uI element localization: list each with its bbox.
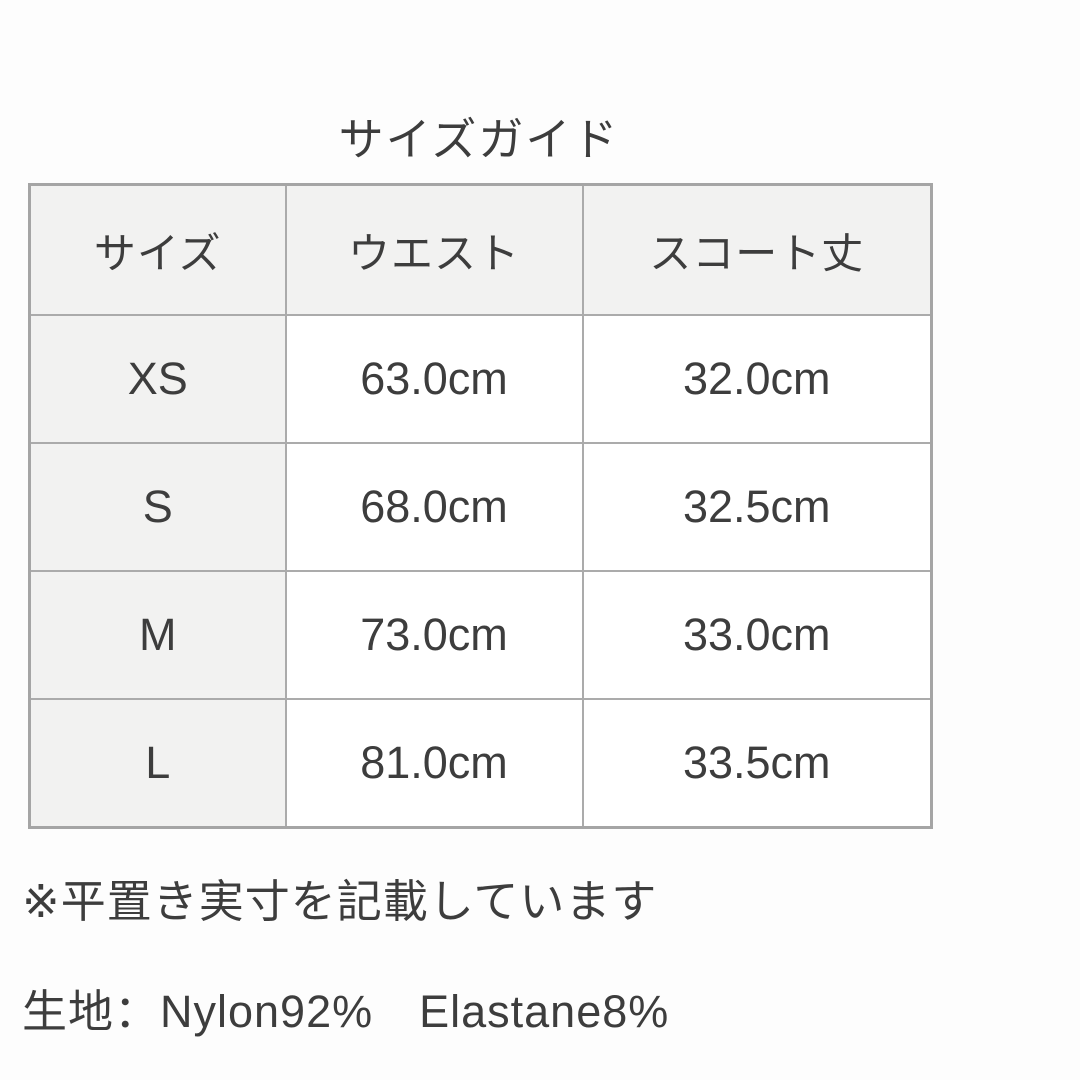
skort-length-value: 33.0cm <box>581 570 933 700</box>
table-row: S 68.0cm 32.5cm <box>28 442 933 572</box>
waist-value: 81.0cm <box>284 698 584 829</box>
size-guide-table: サイズ ウエスト スコート丈 XS 63.0cm 32.0cm S 68.0cm… <box>28 183 933 829</box>
waist-value: 63.0cm <box>284 314 584 444</box>
table-row: XS 63.0cm 32.0cm <box>28 314 933 444</box>
skort-length-value: 32.0cm <box>581 314 933 444</box>
skort-length-value: 32.5cm <box>581 442 933 572</box>
header-waist: ウエスト <box>284 183 584 316</box>
page-title: サイズガイド <box>338 114 620 165</box>
table-row: L 81.0cm 33.5cm <box>28 698 933 829</box>
table-header-row: サイズ ウエスト スコート丈 <box>28 183 933 316</box>
fabric-note: 生地：Nylon92% Elastane8% <box>22 986 670 1037</box>
header-skort-length: スコート丈 <box>581 183 933 316</box>
table-row: M 73.0cm 33.0cm <box>28 570 933 700</box>
measurement-note: ※平置き実寸を記載しています <box>22 876 658 927</box>
size-value: S <box>28 442 287 572</box>
skort-length-value: 33.5cm <box>581 698 933 829</box>
waist-value: 68.0cm <box>284 442 584 572</box>
size-value: M <box>28 570 287 700</box>
size-value: L <box>28 698 287 829</box>
header-size: サイズ <box>28 183 287 316</box>
size-value: XS <box>28 314 287 444</box>
waist-value: 73.0cm <box>284 570 584 700</box>
